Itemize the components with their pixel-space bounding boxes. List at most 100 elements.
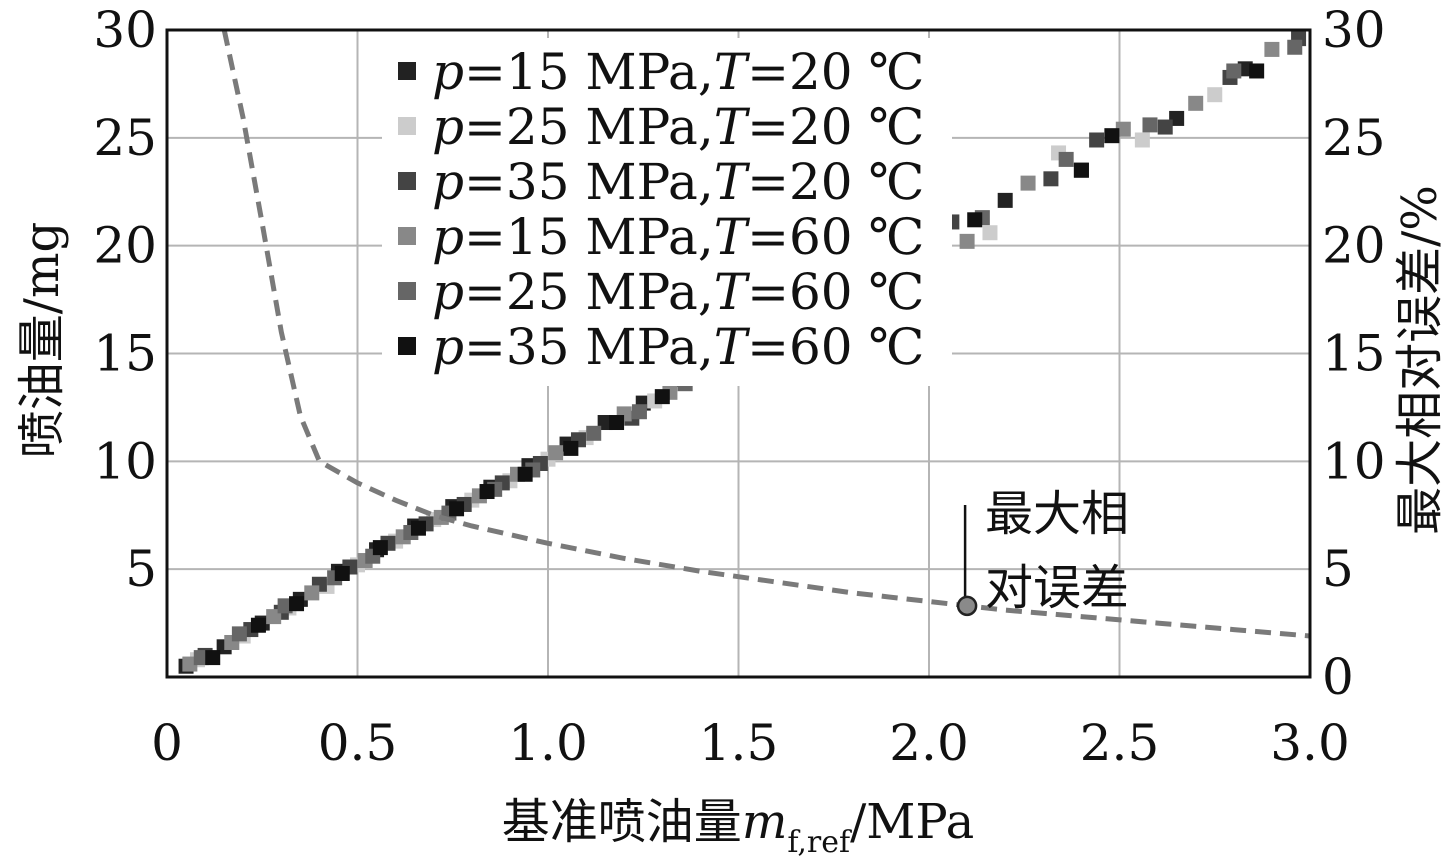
y-right-tick-label: 15 xyxy=(1322,325,1386,383)
data-point xyxy=(372,540,388,556)
y-left-tick-label: 15 xyxy=(93,325,157,383)
legend-item: p=15 MPa,T=60 ℃ xyxy=(398,208,924,266)
data-point xyxy=(449,501,465,517)
data-point xyxy=(548,445,564,461)
x-axis-label-sub: f,ref xyxy=(787,825,852,860)
x-axis-label: 基准喷油量mf,ref/MPa xyxy=(502,794,974,860)
x-axis-label-suffix: /MPa xyxy=(850,794,974,850)
data-point xyxy=(1089,132,1105,148)
legend-label: p=15 MPa,T=20 ℃ xyxy=(432,43,924,101)
data-point xyxy=(479,484,495,500)
data-point xyxy=(1207,87,1223,103)
data-point xyxy=(334,565,350,581)
y-right-tick-label: 20 xyxy=(1322,217,1386,275)
data-point xyxy=(266,609,282,625)
data-point xyxy=(1020,175,1036,191)
x-tick-label: 1.0 xyxy=(508,714,588,772)
x-tick-label: 1.5 xyxy=(699,714,779,772)
data-point xyxy=(289,596,305,612)
data-point xyxy=(1142,117,1158,133)
y-left-axis-label: 喷油量/mg xyxy=(14,222,70,458)
x-tick-label: 2.0 xyxy=(889,714,969,772)
plot-frame xyxy=(165,28,1312,679)
annotation-text-line-2: 对误差 xyxy=(985,560,1129,616)
x-tick-label: 0.5 xyxy=(318,714,398,772)
y-left-tick-label: 5 xyxy=(125,540,157,598)
legend-item: p=35 MPa,T=20 ℃ xyxy=(398,153,924,211)
x-axis-ticks: 0 0.5 1.0 1.5 2.0 2.5 3.0 xyxy=(151,714,1350,772)
legend-label: p=35 MPa,T=20 ℃ xyxy=(432,153,924,211)
y-right-axis-ticks: 0 5 10 15 20 25 30 xyxy=(1322,1,1386,706)
data-point xyxy=(609,415,625,431)
legend-label: p=35 MPa,T=60 ℃ xyxy=(432,318,924,376)
data-point xyxy=(277,598,293,614)
y-left-tick-label: 10 xyxy=(93,432,157,490)
legend-marker xyxy=(398,337,416,355)
data-point xyxy=(1043,171,1059,187)
data-point xyxy=(997,192,1013,208)
y-left-tick-label: 30 xyxy=(93,1,157,59)
data-point xyxy=(1287,39,1303,55)
max-relative-error-curve xyxy=(221,29,1311,639)
data-point xyxy=(982,225,998,241)
data-point xyxy=(563,440,579,456)
data-point xyxy=(1188,95,1204,111)
annotation-marker xyxy=(956,595,978,617)
y-left-axis-ticks: 5 10 15 20 25 30 xyxy=(93,1,157,598)
y-left-tick-label: 20 xyxy=(93,217,157,275)
data-point xyxy=(304,585,320,601)
x-tick-label: 3.0 xyxy=(1270,714,1350,772)
data-point xyxy=(1115,121,1131,137)
legend-item: p=15 MPa,T=20 ℃ xyxy=(398,43,924,101)
annotation-text-line-1: 最大相 xyxy=(985,486,1129,542)
data-point xyxy=(182,656,198,672)
y-right-tick-label: 0 xyxy=(1322,648,1354,706)
legend-item: p=25 MPa,T=60 ℃ xyxy=(398,263,924,321)
data-point xyxy=(1169,110,1185,126)
data-point xyxy=(1249,63,1265,79)
legend-marker xyxy=(398,282,416,300)
data-point xyxy=(250,617,266,633)
data-point xyxy=(205,650,221,666)
legend-label: p=15 MPa,T=60 ℃ xyxy=(432,208,924,266)
legend-background xyxy=(382,38,952,386)
y-right-tick-label: 30 xyxy=(1322,1,1386,59)
data-point xyxy=(1058,151,1074,167)
legend-label: p=25 MPa,T=20 ℃ xyxy=(432,98,924,156)
data-point xyxy=(959,233,975,249)
y-right-tick-label: 10 xyxy=(1322,432,1386,490)
data-point xyxy=(1226,63,1242,79)
data-point xyxy=(597,415,613,431)
x-axis-label-prefix: 基准喷油量 xyxy=(502,794,742,850)
legend-marker xyxy=(398,117,416,135)
data-point xyxy=(1264,41,1280,57)
y-right-axis-label: 最大相对误差/% xyxy=(1392,185,1448,535)
legend: p=15 MPa,T=20 ℃p=25 MPa,T=20 ℃p=35 MPa,T… xyxy=(382,38,952,386)
legend-marker xyxy=(398,62,416,80)
data-point xyxy=(410,520,426,536)
data-point xyxy=(586,425,602,441)
data-point xyxy=(1237,61,1253,77)
data-point xyxy=(517,466,533,482)
legend-marker xyxy=(398,172,416,190)
legend-marker xyxy=(398,227,416,245)
y-left-tick-label: 25 xyxy=(93,109,157,167)
legend-item: p=25 MPa,T=20 ℃ xyxy=(398,98,924,156)
legend-item: p=35 MPa,T=60 ℃ xyxy=(398,318,924,376)
x-tick-label: 0 xyxy=(151,714,183,772)
data-point xyxy=(654,389,670,405)
y-right-tick-label: 25 xyxy=(1322,109,1386,167)
data-point xyxy=(193,650,209,666)
x-tick-label: 2.5 xyxy=(1080,714,1160,772)
x-axis-label-var: m xyxy=(742,794,788,850)
data-point xyxy=(631,404,647,420)
data-point xyxy=(967,212,983,228)
annotation: 最大相 对误差 xyxy=(956,486,1129,617)
y-right-tick-label: 5 xyxy=(1322,540,1354,598)
data-point xyxy=(1073,162,1089,178)
legend-label: p=25 MPa,T=60 ℃ xyxy=(432,263,924,321)
data-point xyxy=(1157,119,1173,135)
data-point xyxy=(231,626,247,642)
data-point xyxy=(1134,132,1150,148)
